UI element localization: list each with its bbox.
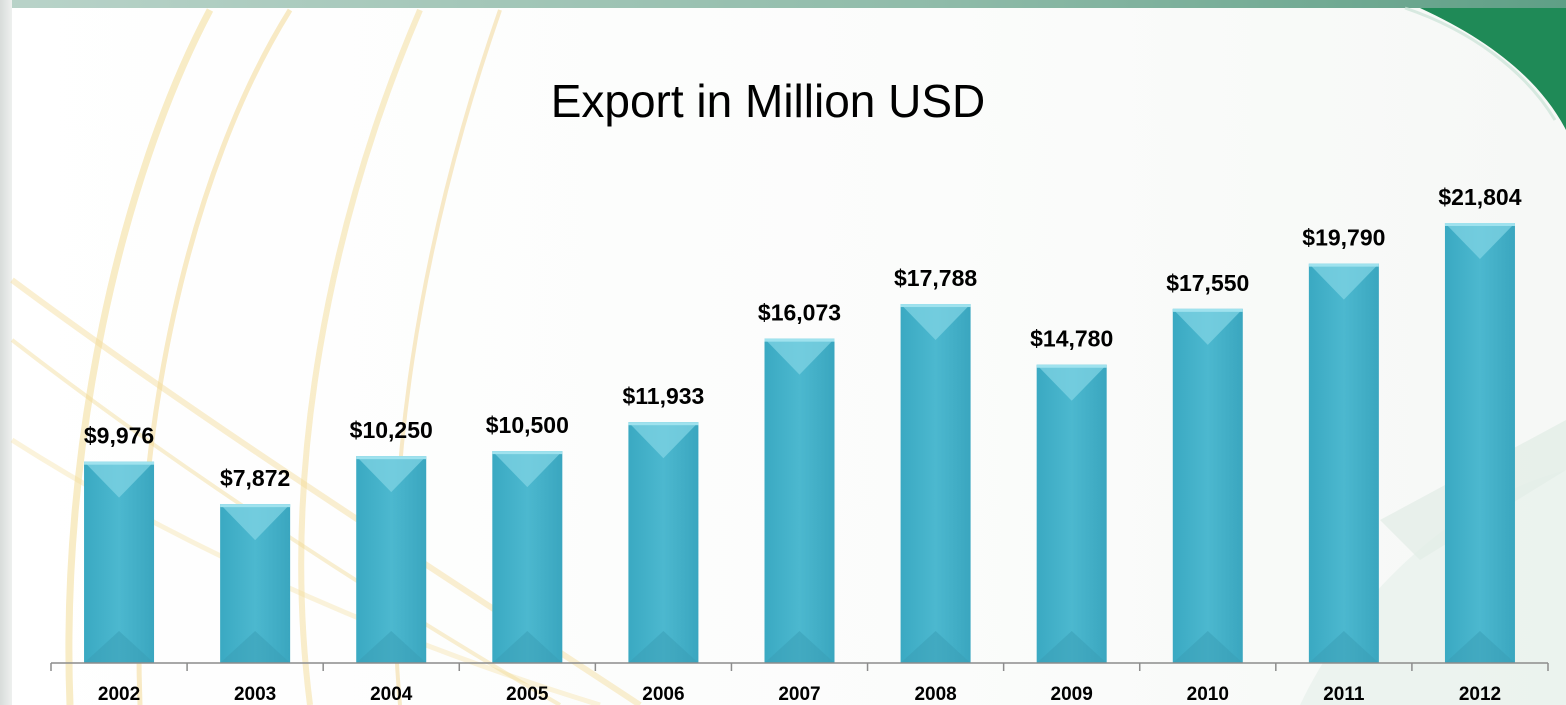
bar-top-edge: [356, 456, 427, 460]
bar-bevel-bottom: [628, 631, 699, 663]
bar-bevel-top: [84, 461, 155, 498]
bar-2005: [492, 451, 563, 663]
bar-bevel-bottom: [764, 631, 835, 663]
x-tick-label: 2006: [642, 684, 684, 705]
bar-bevel-bottom: [1444, 631, 1515, 663]
bar-bevel-bottom: [1308, 631, 1379, 663]
value-label: $17,788: [894, 265, 977, 291]
bar-2004: [356, 456, 427, 663]
bar-body: [1036, 364, 1107, 663]
value-label: $9,976: [84, 423, 154, 449]
value-label: $19,790: [1302, 225, 1385, 251]
bar-bevel-bottom: [84, 631, 155, 663]
bar-2009: [1036, 364, 1107, 663]
bar-bevel-bottom: [356, 631, 427, 663]
bar-top-edge: [764, 338, 835, 342]
bar-bevel-top: [356, 456, 427, 493]
value-label: $14,780: [1030, 326, 1113, 352]
bar-2002: [84, 461, 155, 663]
bar-bevel-top: [1308, 263, 1379, 300]
x-tick-label: 2010: [1187, 684, 1229, 705]
bar-body: [900, 304, 971, 663]
bar-body: [1172, 308, 1243, 663]
bar-2008: [900, 304, 971, 663]
bar-bevel-bottom: [220, 631, 291, 663]
bars-group: [84, 223, 1515, 663]
bar-bevel-bottom: [492, 631, 563, 663]
bar-bevel-top: [628, 422, 699, 459]
value-label: $10,500: [486, 412, 569, 438]
left-edge-strip: [0, 0, 12, 705]
x-tick-label: 2004: [370, 684, 413, 705]
bar-body: [1308, 263, 1379, 663]
bar-top-edge: [1308, 263, 1379, 267]
bar-body: [764, 338, 835, 663]
bar-top-edge: [1036, 364, 1107, 368]
bar-body: [628, 422, 699, 663]
bar-bevel-bottom: [1172, 631, 1243, 663]
value-label: $7,872: [220, 465, 290, 491]
x-tick-label: 2007: [778, 684, 820, 705]
x-tick-label: 2012: [1459, 684, 1501, 705]
bar-bevel-top: [220, 504, 291, 541]
bar-top-edge: [220, 504, 291, 508]
x-tick-label: 2002: [98, 684, 140, 705]
bar-bevel-bottom: [900, 631, 971, 663]
bar-top-edge: [1172, 308, 1243, 312]
bar-bevel-top: [492, 451, 563, 488]
x-axis: 2002 2003 2004 2005 2006 2007 2008 2009 2010 2011…: [50, 662, 1549, 705]
bar-top-edge: [1444, 223, 1515, 226]
value-label: $21,804: [1438, 184, 1521, 210]
x-tick-label: 2008: [914, 684, 956, 705]
bar-body: [1444, 223, 1515, 663]
chart-title: Export in Million USD: [551, 75, 986, 127]
bar-2010: [1172, 308, 1243, 663]
bar-top-edge: [492, 451, 563, 455]
bar-2011: [1308, 263, 1379, 663]
bar-2003: [220, 504, 291, 663]
bar-bevel-top: [764, 338, 835, 375]
value-labels-group: $9,976 $7,872 $10,250 $10,500 $11,933 $16,073…: [84, 184, 1522, 491]
bar-top-edge: [900, 304, 971, 308]
x-tick-label: 2011: [1323, 684, 1365, 705]
x-tick-label: 2003: [234, 684, 276, 705]
bar-2012: [1444, 223, 1515, 663]
bar-bevel-bottom: [1036, 631, 1107, 663]
value-label: $11,933: [622, 383, 704, 409]
top-rule: [0, 0, 1566, 8]
bar-bevel-top: [1444, 223, 1515, 259]
bar-bevel-top: [1172, 308, 1243, 345]
value-label: $16,073: [758, 300, 841, 326]
x-tick-label: 2009: [1051, 684, 1093, 705]
bar-bevel-top: [1036, 364, 1107, 401]
value-label: $17,550: [1166, 270, 1249, 296]
value-label: $10,250: [350, 417, 433, 443]
bar-2006: [628, 422, 699, 663]
bar-top-edge: [628, 422, 699, 426]
x-tick-label: 2005: [506, 684, 549, 705]
bar-2007: [764, 338, 835, 663]
bar-bevel-top: [900, 304, 971, 341]
bar-top-edge: [84, 461, 155, 465]
